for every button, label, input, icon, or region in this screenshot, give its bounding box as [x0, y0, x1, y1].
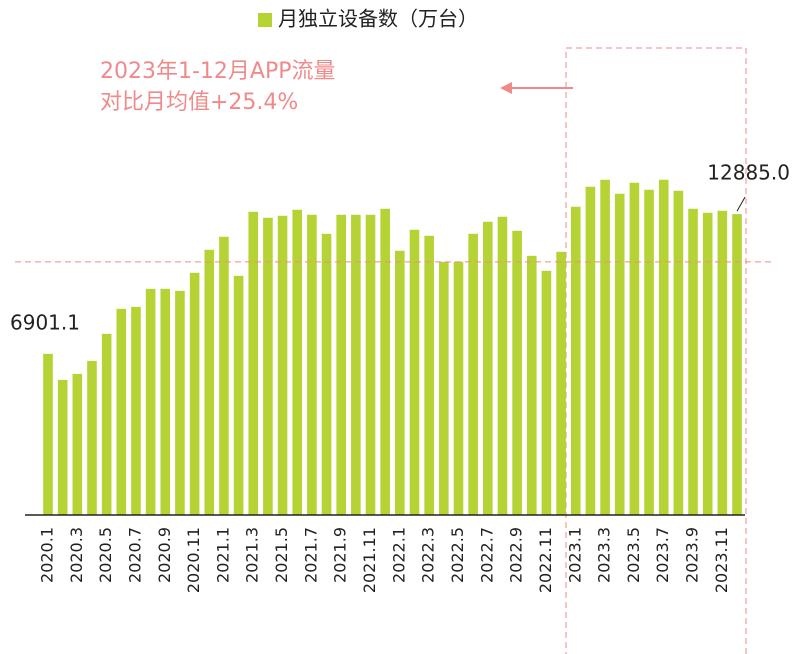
- arrow-head: [500, 82, 512, 94]
- annotation: 2023年1-12月APP流量: [100, 59, 336, 84]
- bar: [131, 306, 141, 515]
- x-tick-label: 2021.9: [331, 527, 350, 583]
- x-tick-label: 2020.5: [96, 527, 115, 583]
- bar: [116, 308, 127, 515]
- bar: [57, 379, 68, 515]
- x-tick-label: 2020.11: [184, 527, 203, 593]
- x-tick-label: 2022.11: [536, 527, 555, 593]
- bar: [175, 290, 185, 515]
- x-tick-label: 2020.7: [125, 527, 144, 583]
- bar: [497, 216, 508, 515]
- annotation: 对比月均值+25.4%: [100, 90, 298, 115]
- bar: [702, 212, 713, 515]
- leader-line: [736, 196, 746, 212]
- x-tick-label: 2022.9: [507, 527, 526, 583]
- x-tick-label: 2021.11: [360, 527, 379, 593]
- bar: [219, 236, 229, 516]
- x-tick-label: 2023.9: [683, 527, 702, 583]
- x-tick-label: 2023.11: [712, 527, 731, 593]
- x-tick-label: 2023.5: [624, 527, 643, 583]
- x-tick-label: 2020.9: [155, 527, 174, 583]
- bar: [87, 360, 97, 515]
- bar: [248, 211, 259, 515]
- bar: [395, 250, 405, 516]
- bar: [189, 272, 200, 515]
- bar: [688, 208, 698, 515]
- legend-swatch: [258, 13, 272, 27]
- legend-label: 月独立设备数（万台）: [278, 7, 478, 31]
- bar: [307, 214, 317, 516]
- x-tick-label: 2022.1: [389, 527, 408, 583]
- bar: [483, 221, 493, 516]
- bar: [614, 193, 625, 515]
- bar: [600, 179, 610, 515]
- bar: [409, 229, 420, 515]
- bar: [453, 261, 464, 515]
- x-tick-label: 2022.3: [419, 527, 438, 583]
- bar: [439, 261, 449, 515]
- bar: [732, 214, 742, 515]
- bar: [72, 373, 83, 515]
- bar: [585, 186, 596, 515]
- bar: [556, 251, 566, 515]
- bar: [717, 210, 728, 516]
- bar: [351, 214, 361, 516]
- x-tick-label: 2021.3: [243, 527, 262, 583]
- x-tick-label: 2022.5: [448, 527, 467, 583]
- bar: [145, 288, 156, 515]
- bar: [380, 208, 390, 515]
- bar: [204, 249, 215, 515]
- bar: [43, 353, 53, 515]
- bar: [644, 189, 654, 515]
- bar: [233, 275, 244, 515]
- bar: [526, 255, 537, 515]
- x-tick-label: 2022.7: [477, 527, 496, 583]
- bar: [263, 217, 273, 516]
- x-tick-label: 2023.1: [565, 527, 584, 583]
- bar: [277, 215, 288, 515]
- x-tick-label: 2020.3: [67, 527, 86, 583]
- bar: [629, 182, 640, 516]
- data-label: 12885.0: [707, 161, 790, 185]
- bar: [336, 214, 346, 516]
- bar: [424, 235, 434, 515]
- x-tick-label: 2023.3: [595, 527, 614, 583]
- bar: [570, 206, 581, 515]
- bar: [658, 179, 669, 515]
- bar: [512, 230, 522, 515]
- x-tick-label: 2023.7: [653, 527, 672, 583]
- x-tick-label: 2021.7: [301, 527, 320, 583]
- data-label: 6901.1: [10, 310, 80, 334]
- x-tick-label: 2021.1: [213, 527, 232, 583]
- bar: [321, 233, 332, 515]
- highlight-box: [565, 47, 747, 654]
- bar: [468, 233, 478, 515]
- bar: [365, 214, 376, 516]
- bar: [292, 209, 303, 515]
- x-tick-label: 2020.1: [38, 527, 57, 583]
- bar: [541, 270, 552, 515]
- bar: [101, 333, 112, 515]
- bar: [160, 288, 171, 515]
- bar: [673, 190, 684, 515]
- x-tick-label: 2021.5: [272, 527, 291, 583]
